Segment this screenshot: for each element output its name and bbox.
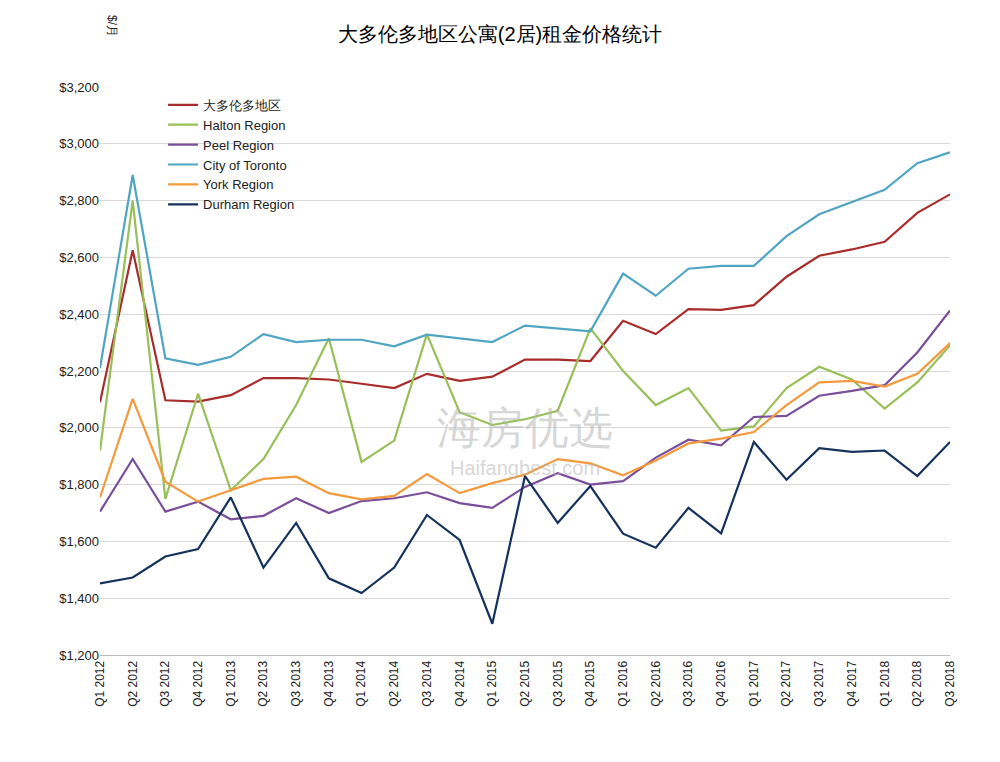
svg-text:Q2 2012: Q2 2012 (126, 660, 140, 706)
svg-text:Q4 2014: Q4 2014 (453, 660, 467, 706)
svg-text:$3,000: $3,000 (59, 136, 99, 151)
svg-text:Q2 2014: Q2 2014 (387, 660, 401, 706)
svg-text:Q3 2018: Q3 2018 (943, 660, 957, 706)
svg-text:大多伦多地区公寓(2居)租金价格统计: 大多伦多地区公寓(2居)租金价格统计 (338, 23, 662, 45)
svg-text:Q2 2018: Q2 2018 (910, 660, 924, 706)
svg-text:$1,600: $1,600 (59, 534, 99, 549)
svg-text:$1,800: $1,800 (59, 477, 99, 492)
svg-text:Q3 2014: Q3 2014 (420, 660, 434, 706)
svg-text:大多伦多地区: 大多伦多地区 (203, 98, 281, 113)
svg-text:$2,400: $2,400 (59, 307, 99, 322)
svg-text:Q1 2014: Q1 2014 (354, 660, 368, 706)
svg-text:Q4 2017: Q4 2017 (845, 660, 859, 706)
svg-text:$2,800: $2,800 (59, 193, 99, 208)
svg-text:Q3 2015: Q3 2015 (551, 660, 565, 706)
svg-text:Q1 2016: Q1 2016 (616, 660, 630, 706)
svg-text:Q1 2013: Q1 2013 (224, 660, 238, 706)
svg-text:Haifangbest.com: Haifangbest.com (450, 457, 600, 479)
svg-text:Q4 2012: Q4 2012 (191, 660, 205, 706)
svg-text:海房优选: 海房优选 (437, 403, 613, 452)
svg-text:Q1 2015: Q1 2015 (485, 660, 499, 706)
svg-text:York Region: York Region (203, 177, 273, 192)
svg-text:Q1 2018: Q1 2018 (878, 660, 892, 706)
svg-text:Durham Region: Durham Region (203, 197, 294, 212)
svg-text:Q1 2017: Q1 2017 (747, 660, 761, 706)
svg-text:Q3 2017: Q3 2017 (812, 660, 826, 706)
svg-text:Q2 2017: Q2 2017 (779, 660, 793, 706)
svg-text:$3,200: $3,200 (59, 80, 99, 95)
svg-text:Q3 2013: Q3 2013 (289, 660, 303, 706)
svg-text:$2,600: $2,600 (59, 250, 99, 265)
svg-text:Q2 2013: Q2 2013 (256, 660, 270, 706)
svg-text:$2,200: $2,200 (59, 364, 99, 379)
svg-text:Halton Region: Halton Region (203, 118, 285, 133)
svg-text:$1,400: $1,400 (59, 591, 99, 606)
svg-text:City of Toronto: City of Toronto (203, 158, 287, 173)
svg-text:Q2 2016: Q2 2016 (649, 660, 663, 706)
svg-text:Q3 2016: Q3 2016 (681, 660, 695, 706)
svg-text:Q4 2015: Q4 2015 (583, 660, 597, 706)
svg-text:$2,000: $2,000 (59, 420, 99, 435)
svg-text:Q3 2012: Q3 2012 (158, 660, 172, 706)
svg-text:$/月: $/月 (105, 15, 119, 37)
svg-text:$1,200: $1,200 (59, 648, 99, 663)
svg-text:Peel Region: Peel Region (203, 138, 274, 153)
svg-text:Q4 2016: Q4 2016 (714, 660, 728, 706)
svg-text:Q4 2013: Q4 2013 (322, 660, 336, 706)
svg-text:Q2 2015: Q2 2015 (518, 660, 532, 706)
svg-text:Q1 2012: Q1 2012 (93, 660, 107, 706)
